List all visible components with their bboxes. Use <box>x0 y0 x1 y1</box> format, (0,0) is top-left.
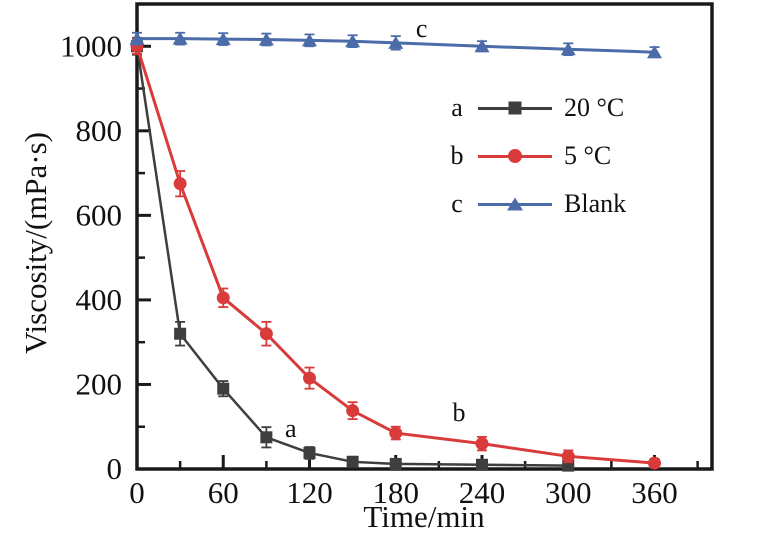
x-tick-label: 60 <box>208 475 239 510</box>
x-tick-label: 180 <box>373 475 420 510</box>
legend-line-sample-a <box>478 101 552 115</box>
circle-marker-icon <box>346 404 360 418</box>
legend-label-blank: Blank <box>564 189 627 218</box>
triangle-marker-icon <box>215 32 231 46</box>
y-tick-label: 200 <box>76 366 123 401</box>
circle-marker-icon <box>508 149 522 163</box>
square-marker-icon <box>174 327 187 340</box>
axis-ticks <box>135 2 699 471</box>
x-tick-label: 0 <box>129 475 145 510</box>
triangle-marker-icon <box>345 34 361 48</box>
x-tick-label: 240 <box>459 475 506 510</box>
tick-labels: 0 60 120 180 240 300 360 0 200 400 600 800 1000 <box>60 28 678 510</box>
y-tick-label: 1000 <box>60 28 122 63</box>
triangle-marker-icon <box>474 39 490 53</box>
square-marker-icon <box>260 431 273 444</box>
x-tick-label: 360 <box>631 475 678 510</box>
square-marker-icon <box>303 446 316 459</box>
triangle-marker-icon <box>388 35 404 49</box>
legend-item-20c: a 20 °C <box>444 84 626 132</box>
curve-label-b: b <box>452 397 466 427</box>
y-tick-label: 0 <box>107 451 123 486</box>
triangle-marker-icon <box>507 197 523 211</box>
x-tick-label: 120 <box>286 475 333 510</box>
series-c <box>129 31 662 59</box>
square-marker-icon <box>389 457 402 470</box>
legend-letter-a: a <box>451 93 463 122</box>
triangle-marker-icon <box>647 45 662 59</box>
circle-marker-icon <box>303 371 316 385</box>
y-tick-label: 400 <box>76 282 123 317</box>
legend-label-20c: 20 °C <box>564 93 625 122</box>
curve-label-c: c <box>415 13 428 43</box>
square-marker-icon <box>508 101 522 115</box>
legend-item-blank: c Blank <box>444 180 626 228</box>
series-line-b <box>135 45 655 465</box>
series-line-c <box>137 37 655 54</box>
legend-line-sample-b <box>478 149 552 163</box>
legend-letter-b: b <box>450 141 464 170</box>
x-tick-label: 300 <box>545 475 592 510</box>
legend-item-5c: b 5 °C <box>444 132 626 180</box>
circle-marker-icon <box>475 437 489 451</box>
y-tick-label: 800 <box>76 113 123 148</box>
plot-frame <box>135 2 714 471</box>
legend: a 20 °C b 5 °C c Blank <box>444 84 627 228</box>
triangle-marker-icon <box>129 31 145 45</box>
triangle-marker-icon <box>172 31 188 45</box>
square-marker-icon <box>217 382 230 395</box>
circle-marker-icon <box>389 426 403 440</box>
circle-marker-icon <box>173 177 187 191</box>
series-b <box>130 37 661 470</box>
circle-marker-icon <box>648 456 661 470</box>
x-axis-title: Time/min <box>363 499 485 534</box>
legend-line-sample-c <box>478 197 552 211</box>
legend-letter-c: c <box>451 189 463 218</box>
circle-marker-icon <box>561 449 575 463</box>
circle-marker-icon <box>259 327 273 341</box>
triangle-marker-icon <box>302 33 317 47</box>
circle-marker-icon <box>216 291 230 305</box>
y-tick-label: 600 <box>76 197 123 232</box>
y-axis-title: Viscosity/(mPa·s) <box>18 131 53 355</box>
curve-label-a: a <box>285 413 297 443</box>
square-marker-icon <box>346 455 359 468</box>
triangle-marker-icon <box>560 42 576 56</box>
triangle-marker-icon <box>258 32 274 46</box>
square-marker-icon <box>476 458 488 471</box>
legend-label-5c: 5 °C <box>564 141 612 170</box>
